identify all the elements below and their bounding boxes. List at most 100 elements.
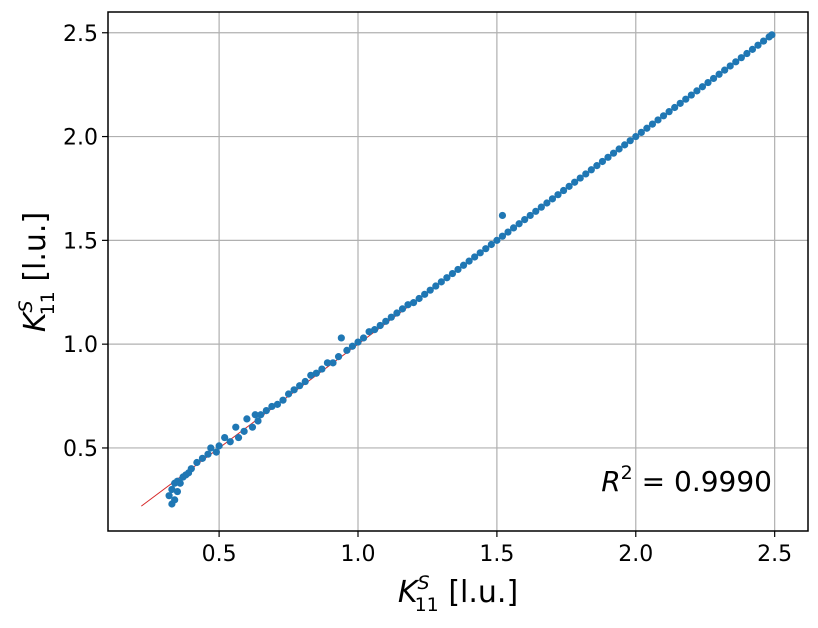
data-point [232, 423, 240, 431]
x-tick-label: 2.0 [618, 542, 653, 567]
y-tick-label: 1.0 [63, 333, 98, 358]
data-point [693, 87, 701, 95]
data-point [301, 377, 309, 386]
data-point [234, 433, 243, 442]
data-point [296, 382, 304, 390]
data-point [504, 228, 512, 236]
data-point [721, 66, 729, 74]
data-point [268, 402, 276, 411]
data-point [323, 359, 332, 367]
data-point [487, 240, 495, 249]
data-point [176, 479, 184, 487]
data-point [754, 41, 762, 49]
data-point [448, 269, 457, 278]
data-point [371, 326, 379, 334]
data-point [582, 170, 590, 178]
data-point [509, 224, 518, 232]
data-point [257, 411, 265, 419]
data-point [559, 186, 568, 195]
data-point [532, 207, 540, 215]
data-point [382, 317, 390, 325]
data-point [482, 245, 490, 253]
data-point [648, 120, 657, 128]
data-point [334, 353, 343, 361]
x-tick-label: 1.5 [479, 542, 514, 567]
x-axis-label: KS 11 [l.u.] [398, 572, 518, 616]
data-point [284, 390, 293, 398]
data-point [571, 178, 579, 186]
grid [108, 12, 808, 531]
data-point [279, 396, 287, 404]
y-axis-ticks: 0.5 1.0 1.5 2.0 2.5 [63, 22, 108, 462]
data-point [743, 49, 751, 58]
data-point [359, 334, 368, 342]
y-tick-label: 2.0 [63, 126, 98, 151]
data-point [654, 116, 662, 124]
data-point [526, 211, 534, 220]
x-tick-label: 1.0 [341, 542, 376, 567]
data-point [262, 406, 270, 415]
data-point [343, 346, 351, 354]
data-point [173, 487, 182, 496]
y-tick-label: 0.5 [63, 437, 98, 462]
data-point [465, 257, 473, 265]
data-point [676, 99, 684, 107]
data-point [471, 253, 479, 261]
y-tick-label: 1.5 [63, 229, 98, 254]
data-point [454, 265, 462, 274]
data-point [215, 442, 223, 450]
data-point [587, 166, 595, 174]
data-point [726, 62, 734, 70]
data-point [593, 162, 601, 170]
data-point [329, 359, 337, 367]
data-point [543, 199, 551, 207]
data-point [521, 216, 529, 224]
data-point [240, 427, 248, 435]
data-point [737, 54, 745, 62]
data-point [621, 141, 629, 149]
data-point [554, 191, 562, 199]
data-point [609, 149, 618, 157]
data-point [493, 236, 501, 244]
data-point [515, 220, 523, 228]
data-point [221, 433, 229, 442]
data-point [290, 386, 298, 394]
data-point [426, 286, 434, 294]
y-tick-label: 2.5 [63, 22, 98, 47]
data-point [671, 103, 679, 112]
data-point [273, 400, 282, 408]
data-point [168, 485, 176, 494]
data-point [387, 313, 395, 321]
data-point [732, 58, 740, 66]
data-point [537, 203, 545, 211]
data-point [404, 301, 412, 309]
data-point [709, 74, 718, 83]
data-point [443, 274, 451, 282]
data-point [318, 365, 326, 373]
data-point [207, 444, 215, 452]
data-point [187, 465, 195, 473]
data-point [598, 157, 607, 166]
data-point [307, 371, 315, 379]
data-point [687, 91, 695, 99]
data-point [421, 290, 429, 298]
data-point [348, 342, 357, 350]
x-tick-label: 2.5 [757, 542, 792, 567]
data-point [432, 282, 440, 290]
data-point [459, 261, 468, 269]
data-point [354, 338, 362, 346]
data-point [698, 83, 707, 91]
data-point [204, 450, 212, 458]
data-point [476, 249, 484, 257]
data-point [198, 454, 207, 462]
data-point [415, 294, 423, 303]
data-point [715, 70, 723, 78]
data-point [248, 423, 257, 431]
data-point [498, 211, 507, 220]
r-squared-annotation: R2 = 0.9990 [601, 462, 772, 498]
data-point [409, 299, 418, 307]
data-point [393, 309, 401, 317]
data-point [615, 145, 623, 153]
